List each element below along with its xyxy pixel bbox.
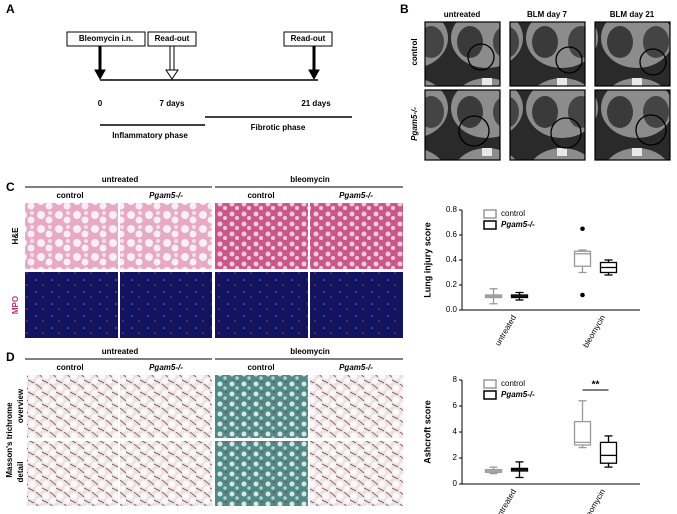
column-label: Pgam5-/- xyxy=(149,363,183,372)
row-label: MPO xyxy=(11,296,20,314)
legend-swatch xyxy=(483,379,497,389)
ct-images xyxy=(424,21,671,161)
row-label: Pgam5-/- xyxy=(410,107,419,141)
column-label: BLM day 21 xyxy=(610,10,655,19)
x-tick-label: bleomycin xyxy=(581,314,607,350)
column-label: BLM day 7 xyxy=(527,10,568,19)
box xyxy=(573,250,592,267)
event: Bleomycin i.n. xyxy=(79,34,133,43)
box xyxy=(573,420,592,446)
timepoint: 0 xyxy=(98,99,103,108)
legend-swatch xyxy=(483,390,497,400)
legend-label: control xyxy=(501,209,525,218)
panel-label: B xyxy=(400,2,409,16)
column-label: control xyxy=(56,363,83,372)
y-tick-label: 4 xyxy=(453,427,458,436)
x-tick-label: untreated xyxy=(493,488,518,514)
annotation: ** xyxy=(592,380,600,391)
y-axis-label: Ashcroft score xyxy=(422,400,432,464)
panel-label: D xyxy=(6,350,15,364)
column-label: control xyxy=(56,191,83,200)
group-label: bleomycin xyxy=(290,175,330,184)
row-label: overview xyxy=(16,388,25,423)
timeline xyxy=(66,31,352,126)
row-label: detail xyxy=(16,462,25,483)
group-label: untreated xyxy=(102,347,139,356)
histology-images xyxy=(27,375,403,506)
phase: Inflammatory phase xyxy=(112,131,188,140)
legend-label: Pgam5-/- xyxy=(501,220,535,229)
y-tick-label: 0.4 xyxy=(446,255,458,264)
stain-label: Masson's trichrome xyxy=(5,402,14,478)
column-label: untreated xyxy=(444,10,481,19)
event: Read-out xyxy=(155,34,190,43)
legend-label: Pgam5-/- xyxy=(501,390,535,399)
row-label: control xyxy=(410,38,419,65)
group-label: untreated xyxy=(102,175,139,184)
column-label: control xyxy=(247,363,274,372)
y-tick-label: 2 xyxy=(453,453,458,462)
y-tick-label: 8 xyxy=(453,375,458,384)
legend-swatch xyxy=(483,209,497,219)
timepoint: 21 days xyxy=(301,99,331,108)
column-label: Pgam5-/- xyxy=(339,191,373,200)
x-tick-label: untreated xyxy=(493,314,518,348)
event: Read-out xyxy=(291,34,326,43)
panel-label: C xyxy=(6,180,15,194)
box xyxy=(599,441,618,464)
legend-swatch xyxy=(483,220,497,230)
y-tick-label: 6 xyxy=(453,401,458,410)
column-label: control xyxy=(247,191,274,200)
phase: Fibrotic phase xyxy=(251,123,306,132)
row-label: H&E xyxy=(11,227,20,245)
y-tick-label: 0.6 xyxy=(446,230,458,239)
column-label: Pgam5-/- xyxy=(339,363,373,372)
y-tick-label: 0.0 xyxy=(446,305,458,314)
y-axis-label: Lung injury score xyxy=(422,222,432,298)
outlier xyxy=(580,292,585,298)
x-tick-label: bleomycin xyxy=(581,488,607,514)
outlier xyxy=(580,226,585,232)
panel-label: A xyxy=(6,2,15,16)
y-tick-label: 0.2 xyxy=(446,280,458,289)
timepoint: 7 days xyxy=(160,99,185,108)
histology-images xyxy=(25,203,403,338)
legend-label: control xyxy=(501,379,525,388)
y-tick-label: 0 xyxy=(453,479,458,488)
column-label: Pgam5-/- xyxy=(149,191,183,200)
y-tick-label: 0.8 xyxy=(446,205,458,214)
group-label: bleomycin xyxy=(290,347,330,356)
